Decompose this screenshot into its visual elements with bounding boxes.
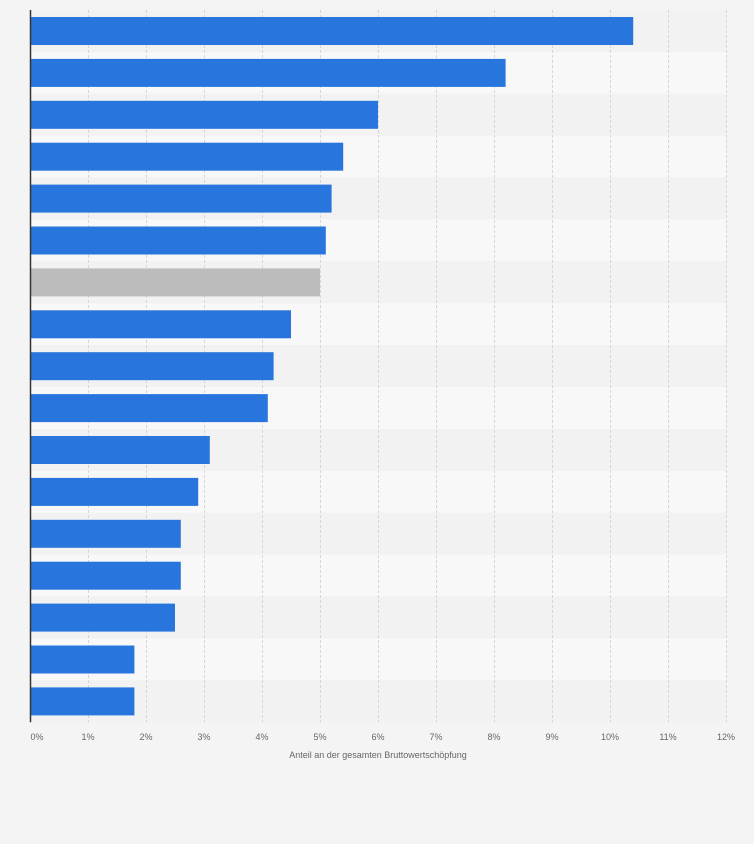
x-tick-label: 4% [255, 732, 268, 742]
bar [30, 184, 332, 213]
bar [30, 310, 291, 339]
bar [30, 142, 344, 171]
bar [30, 519, 181, 548]
x-tick-label: 12% [717, 732, 735, 742]
bar [30, 352, 274, 381]
x-tick-label: 0% [30, 732, 43, 742]
bar [30, 436, 210, 464]
x-tick-label: 2% [139, 732, 152, 742]
x-tick-label: 1% [81, 732, 94, 742]
x-tick-label: 3% [197, 732, 210, 742]
bar [30, 226, 326, 255]
bar-highlighted [30, 268, 320, 297]
bar [30, 603, 175, 632]
bar [30, 477, 199, 506]
x-tick-label: 8% [487, 732, 500, 742]
x-tick-label: 11% [659, 732, 676, 742]
x-tick-label: 6% [371, 732, 384, 742]
x-tick-labels: 0% 1% 2% 3% 4% 5% 6% 7% 8% 9% 10% 11% 12% [30, 732, 735, 742]
x-tick-label: 7% [429, 732, 442, 742]
bar [30, 561, 181, 590]
x-tick-label: 9% [545, 732, 558, 742]
bar [30, 687, 135, 716]
bar [30, 17, 634, 45]
x-tick-label: 10% [601, 732, 619, 742]
bar [30, 394, 268, 423]
bars [30, 17, 634, 716]
x-axis-label: Anteil an der gesamten Bruttowertschöpfu… [289, 750, 467, 760]
bar [30, 100, 378, 129]
x-tick-label: 5% [313, 732, 326, 742]
bar [30, 58, 506, 87]
bar [30, 645, 135, 674]
